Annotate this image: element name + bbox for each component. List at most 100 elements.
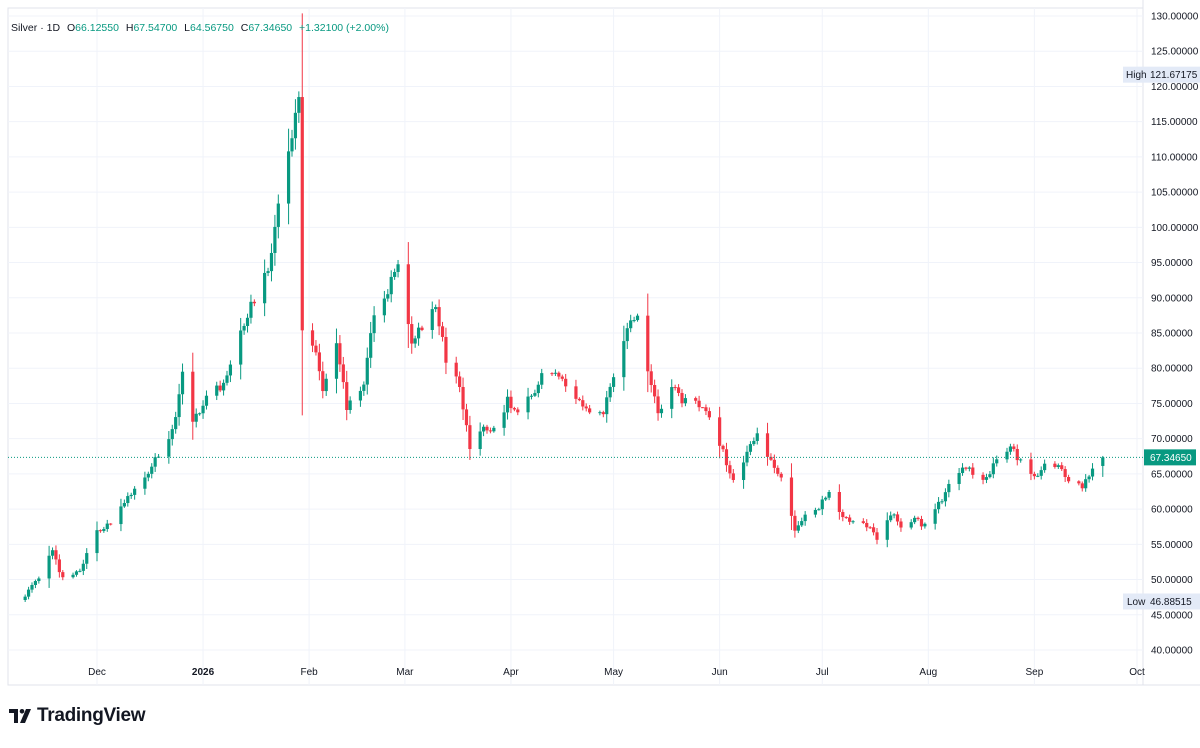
candle [601,410,605,418]
candle [369,321,373,368]
candle [868,526,872,529]
candle-body [228,364,233,376]
candle [923,522,927,529]
candle [837,484,841,520]
candle-body [269,252,274,272]
candle-body [813,509,818,515]
time-tick-label: Dec [88,667,106,678]
candle-body [485,426,489,431]
candle-body [81,563,85,571]
low-badge-value: 46.88515 [1150,597,1192,608]
candle-body [71,574,75,578]
candle-body [676,387,681,393]
candle [416,322,421,346]
candle-body [37,578,41,582]
candle-body [358,390,363,401]
candle-body [273,226,277,253]
candle [1084,474,1088,492]
candle [454,356,458,384]
candle-body [252,301,256,304]
candle [57,554,61,578]
candle [673,384,677,391]
candle [533,389,537,397]
candle-body [656,396,660,414]
candle-body [74,571,79,575]
candle [875,527,879,545]
candle [611,373,616,393]
candle [913,515,917,525]
candle [365,347,369,395]
candle-body [334,343,339,379]
low-badge [1123,593,1200,610]
candle [649,364,653,393]
candle [564,373,568,392]
candle-body [348,400,352,410]
candle-body [789,477,794,516]
candle-body [529,395,534,397]
candle-body [765,433,770,457]
price-tick-label: 110.00000 [1151,152,1198,163]
candle-body [221,382,226,391]
candle-body [406,264,410,325]
candle-body [1053,463,1057,467]
candle [704,404,708,416]
candle-body [981,474,985,480]
candle [362,381,366,396]
candle [481,424,486,437]
candle-body [769,456,773,460]
candle-body [967,467,971,469]
tradingview-brand[interactable]: TradingView [9,705,146,727]
candle [406,242,410,348]
candle [461,377,465,421]
candle-body [30,585,34,590]
candle [50,547,55,560]
candle-body [119,506,123,525]
candle-body [365,357,369,385]
candle [813,507,818,518]
candle-body [338,343,342,365]
candle [341,356,345,389]
candle [389,270,393,303]
candle [78,568,82,573]
candle [201,400,205,419]
candle [464,403,469,432]
candle-body [1008,446,1013,452]
candle [249,294,253,324]
candle [324,373,328,396]
close-value: 67.34650 [248,22,293,34]
candle [338,335,342,372]
candle [967,466,971,472]
candle [919,515,924,530]
candle [1063,466,1067,483]
candle [1087,474,1091,483]
current-price-label: 67.34650 [1150,453,1192,464]
candle [126,492,130,507]
candle-body [174,417,178,430]
candle [61,570,65,581]
candle-body [889,515,893,521]
candle [218,380,222,393]
ohlc-legend: Silver · 1D O66.12550 H67.54700 L64.5675… [11,22,389,34]
price-tick-label: 40.00000 [1151,646,1193,657]
high-key: H [125,22,134,34]
candle-body [916,517,920,519]
candle [861,518,865,525]
candle-body [396,264,400,272]
price-tick-label: 105.00000 [1151,188,1199,199]
candle [957,468,961,491]
candle [1101,455,1105,477]
candle [150,463,154,479]
candle [263,259,267,317]
candle [396,259,400,278]
candle-body [871,527,876,533]
candle [779,472,783,482]
candle-body [170,429,174,440]
candle-body [126,496,130,504]
axis-badges: 67.34650 High 121.67175 Low 46.88515 [1123,66,1200,610]
candle [502,404,506,436]
candle-body [700,407,705,409]
candle [242,323,246,335]
candle [245,313,250,333]
